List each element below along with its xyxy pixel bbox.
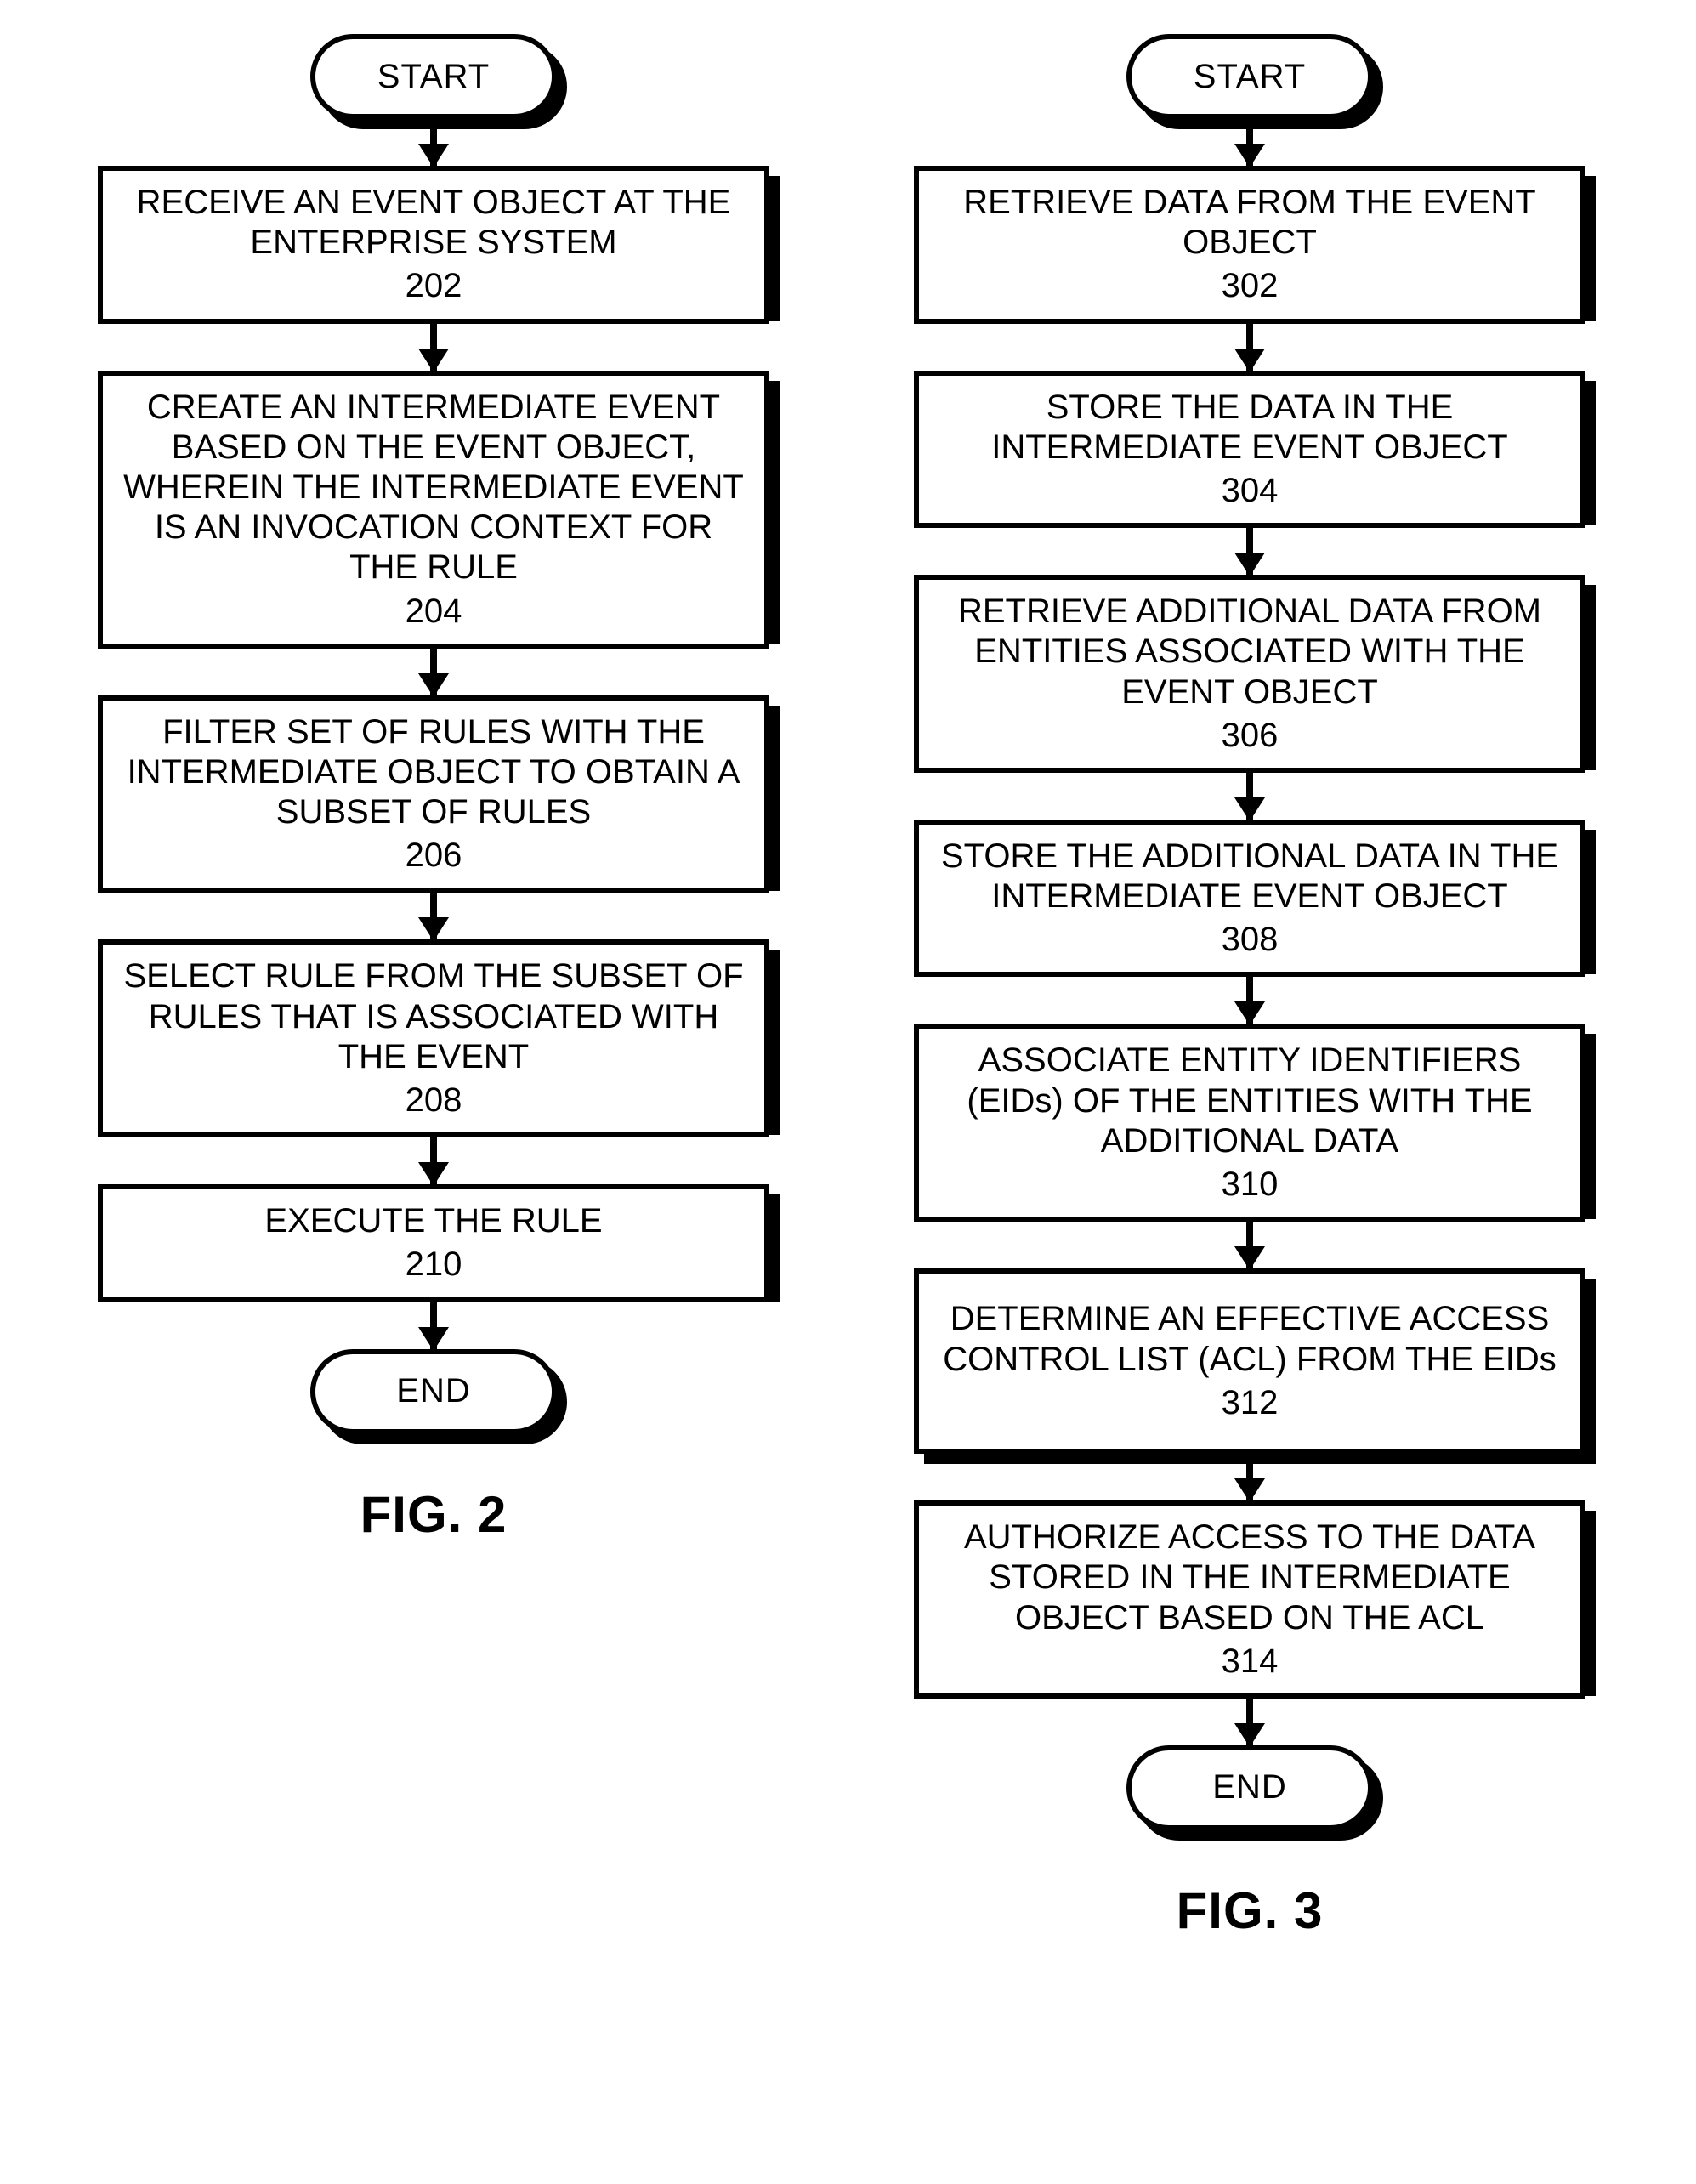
arrow-icon	[1246, 324, 1253, 371]
process-text: STORE THE ADDITIONAL DATA IN THE INTERME…	[934, 837, 1565, 916]
process-text: CREATE AN INTERMEDIATE EVENT BASED ON TH…	[118, 388, 749, 588]
process-text: RECEIVE AN EVENT OBJECT AT THE ENTERPRIS…	[118, 183, 749, 263]
arrow-icon	[1246, 1454, 1253, 1500]
process-node: CREATE AN INTERMEDIATE EVENT BASED ON TH…	[98, 371, 769, 649]
process-number: 208	[406, 1081, 462, 1120]
figure-caption: FIG. 3	[1177, 1881, 1324, 1940]
arrow-icon	[1246, 977, 1253, 1024]
process-box: RETRIEVE ADDITIONAL DATA FROM ENTITIES A…	[914, 575, 1585, 773]
arrow-icon	[430, 893, 437, 939]
process-node: AUTHORIZE ACCESS TO THE DATA STORED IN T…	[914, 1500, 1585, 1699]
process-number: 306	[1222, 716, 1279, 756]
process-number: 210	[406, 1245, 462, 1285]
process-node: EXECUTE THE RULE 210	[98, 1184, 769, 1302]
arrow-icon	[430, 1137, 437, 1184]
page: START RECEIVE AN EVENT OBJECT AT THE ENT…	[0, 0, 1696, 2184]
arrow-icon	[1246, 773, 1253, 820]
process-box: SELECT RULE FROM THE SUBSET OF RULES THA…	[98, 939, 769, 1137]
process-number: 314	[1222, 1642, 1279, 1682]
process-text: DETERMINE AN EFFECTIVE ACCESS CONTROL LI…	[934, 1299, 1565, 1379]
process-box: STORE THE ADDITIONAL DATA IN THE INTERME…	[914, 820, 1585, 978]
process-text: ASSOCIATE ENTITY IDENTIFIERS (EIDs) OF T…	[934, 1041, 1565, 1161]
process-node: RETRIEVE DATA FROM THE EVENT OBJECT 302	[914, 166, 1585, 324]
arrow-icon	[1246, 1699, 1253, 1745]
flowchart-fig3: START RETRIEVE DATA FROM THE EVENT OBJEC…	[901, 34, 1598, 1940]
arrow-icon	[1246, 528, 1253, 575]
process-box: ASSOCIATE ENTITY IDENTIFIERS (EIDs) OF T…	[914, 1024, 1585, 1222]
process-number: 304	[1222, 471, 1279, 511]
process-text: AUTHORIZE ACCESS TO THE DATA STORED IN T…	[934, 1517, 1565, 1638]
process-box: RECEIVE AN EVENT OBJECT AT THE ENTERPRIS…	[98, 166, 769, 324]
terminator-end: END	[1126, 1745, 1373, 1830]
arrow-icon	[430, 119, 437, 166]
terminator-end-label: END	[310, 1349, 557, 1434]
process-box: AUTHORIZE ACCESS TO THE DATA STORED IN T…	[914, 1500, 1585, 1699]
process-box: EXECUTE THE RULE 210	[98, 1184, 769, 1302]
process-node: RETRIEVE ADDITIONAL DATA FROM ENTITIES A…	[914, 575, 1585, 773]
process-text: RETRIEVE ADDITIONAL DATA FROM ENTITIES A…	[934, 592, 1565, 712]
terminator-start-label: START	[310, 34, 557, 119]
terminator-start: START	[310, 34, 557, 119]
terminator-start-label: START	[1126, 34, 1373, 119]
arrow-icon	[430, 324, 437, 371]
arrow-icon	[430, 649, 437, 695]
process-node: ASSOCIATE ENTITY IDENTIFIERS (EIDs) OF T…	[914, 1024, 1585, 1222]
process-node: FILTER SET OF RULES WITH THE INTERMEDIAT…	[98, 695, 769, 893]
process-text: STORE THE DATA IN THE INTERMEDIATE EVENT…	[934, 388, 1565, 468]
process-text: FILTER SET OF RULES WITH THE INTERMEDIAT…	[118, 712, 749, 833]
process-box: FILTER SET OF RULES WITH THE INTERMEDIAT…	[98, 695, 769, 893]
process-box: CREATE AN INTERMEDIATE EVENT BASED ON TH…	[98, 371, 769, 649]
process-text: RETRIEVE DATA FROM THE EVENT OBJECT	[934, 183, 1565, 263]
process-text: SELECT RULE FROM THE SUBSET OF RULES THA…	[118, 956, 749, 1077]
process-box: STORE THE DATA IN THE INTERMEDIATE EVENT…	[914, 371, 1585, 529]
process-node: STORE THE DATA IN THE INTERMEDIATE EVENT…	[914, 371, 1585, 529]
figure-caption: FIG. 2	[360, 1485, 508, 1544]
terminator-end: END	[310, 1349, 557, 1434]
process-node: RECEIVE AN EVENT OBJECT AT THE ENTERPRIS…	[98, 166, 769, 324]
process-number: 312	[1222, 1383, 1279, 1423]
process-node: SELECT RULE FROM THE SUBSET OF RULES THA…	[98, 939, 769, 1137]
process-box: DETERMINE AN EFFECTIVE ACCESS CONTROL LI…	[914, 1268, 1585, 1454]
process-text: EXECUTE THE RULE	[264, 1201, 602, 1241]
process-number: 202	[406, 266, 462, 306]
arrow-icon	[1246, 119, 1253, 166]
terminator-start: START	[1126, 34, 1373, 119]
terminator-end-label: END	[1126, 1745, 1373, 1830]
process-number: 204	[406, 592, 462, 632]
process-number: 308	[1222, 920, 1279, 960]
process-box: RETRIEVE DATA FROM THE EVENT OBJECT 302	[914, 166, 1585, 324]
process-number: 302	[1222, 266, 1279, 306]
process-node: STORE THE ADDITIONAL DATA IN THE INTERME…	[914, 820, 1585, 978]
process-number: 206	[406, 836, 462, 876]
arrow-icon	[1246, 1222, 1253, 1268]
flowchart-fig2: START RECEIVE AN EVENT OBJECT AT THE ENT…	[94, 34, 774, 1544]
arrow-icon	[430, 1302, 437, 1349]
process-node: DETERMINE AN EFFECTIVE ACCESS CONTROL LI…	[914, 1268, 1585, 1454]
process-number: 310	[1222, 1165, 1279, 1205]
